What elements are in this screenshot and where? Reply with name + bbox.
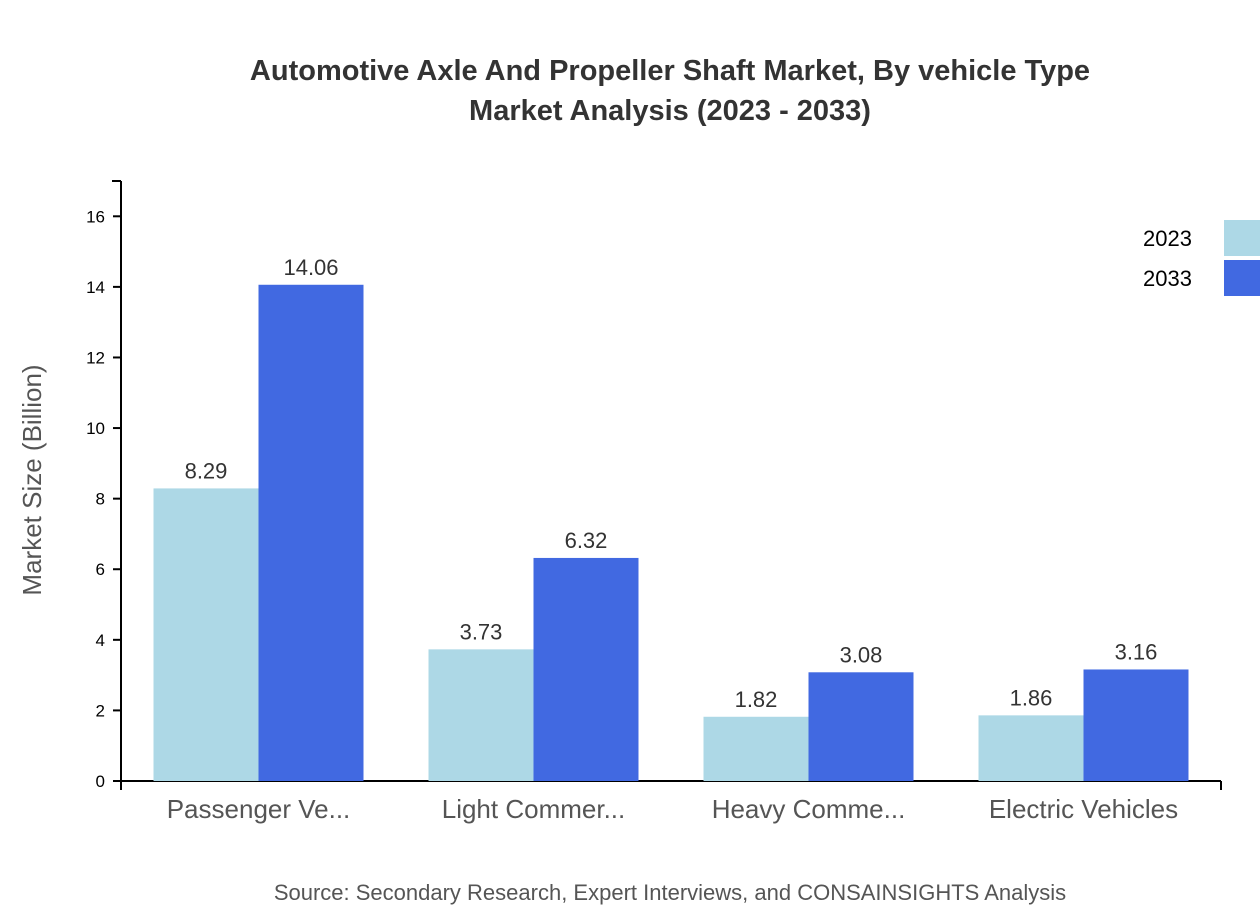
legend-swatch [1224,260,1260,296]
legend-label: 2023 [1143,226,1192,251]
y-tick-label: 0 [96,772,105,791]
legend-swatch [1224,220,1260,256]
y-tick-label: 8 [96,490,105,509]
y-tick-label: 2 [96,701,105,720]
chart-title: Automotive Axle And Propeller Shaft Mark… [250,55,1090,87]
bar-2023 [703,716,809,781]
x-tick-label: Electric Vehicles [989,794,1178,824]
data-label: 14.06 [283,255,338,280]
bar-2033 [1083,669,1189,781]
bar-2033 [808,672,914,781]
bar-2033 [533,557,639,781]
bar-2023 [428,649,534,781]
data-label: 1.86 [1010,685,1053,710]
bar-2033 [258,284,364,781]
y-tick-label: 14 [86,278,105,297]
y-tick-label: 4 [96,631,105,650]
data-label: 8.29 [185,458,228,483]
y-tick-label: 16 [86,207,105,226]
chart-subtitle: Market Analysis (2023 - 2033) [469,95,871,127]
x-tick-label: Passenger Ve... [167,794,351,824]
bar-2023 [978,715,1084,781]
y-tick-label: 6 [96,560,105,579]
source-note: Source: Secondary Research, Expert Inter… [274,880,1066,905]
bar-2023 [153,488,259,781]
y-tick-label: 12 [86,348,105,367]
x-tick-label: Light Commer... [442,794,626,824]
y-axis-label: Market Size (Billion) [17,364,47,595]
data-label: 1.82 [735,687,778,712]
x-tick-label: Heavy Comme... [712,794,906,824]
legend-label: 2033 [1143,266,1192,291]
y-tick-label: 10 [86,419,105,438]
data-label: 3.08 [840,642,883,667]
data-label: 6.32 [565,528,608,553]
data-label: 3.16 [1115,639,1158,664]
data-label: 3.73 [460,619,503,644]
